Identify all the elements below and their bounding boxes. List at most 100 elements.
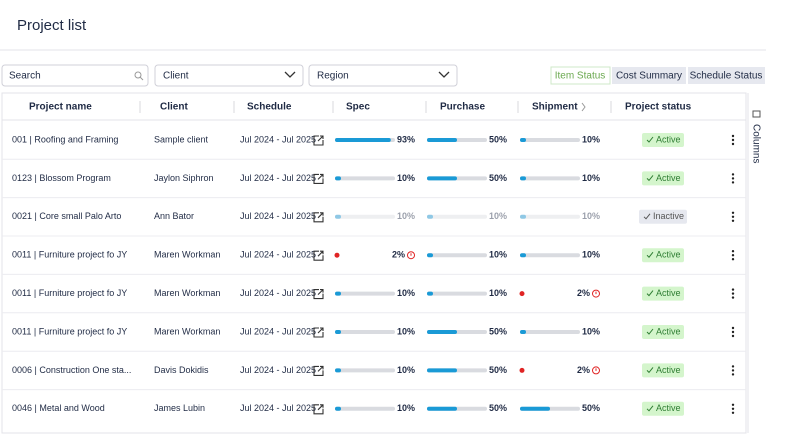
progress-bar <box>520 330 526 334</box>
tab-bg <box>612 67 686 84</box>
progress-bar <box>427 214 433 219</box>
progress-bar <box>335 291 341 296</box>
progress-label: 10% <box>397 326 415 336</box>
client-name: Jaylon Siphron <box>154 173 214 183</box>
column-header: Schedule <box>247 102 292 113</box>
row-menu-dot[interactable] <box>731 142 735 146</box>
progress-track <box>520 330 580 334</box>
progress-label: 50% <box>582 403 600 413</box>
row-menu-dot[interactable] <box>731 211 735 214</box>
project-name[interactable]: 0046 | Metal and Wood <box>12 403 105 413</box>
project-name[interactable]: 0021 | Core small Palo Arto <box>12 211 121 221</box>
row-menu-dot[interactable] <box>731 250 735 253</box>
progress-track <box>427 291 487 296</box>
status-label: Active <box>656 134 681 144</box>
progress-track <box>335 176 395 181</box>
external-link-icon[interactable] <box>313 327 324 338</box>
warning-icon <box>592 289 600 298</box>
row-menu-dot[interactable] <box>731 258 735 261</box>
client-name: Sample client <box>154 134 209 144</box>
external-link-icon[interactable] <box>313 212 324 223</box>
row-menu-dot[interactable] <box>731 177 735 180</box>
row-menu-dot[interactable] <box>731 296 735 299</box>
progress-bar <box>335 138 391 142</box>
tab[interactable]: Cost Summary <box>616 71 682 82</box>
progress-bar <box>335 330 341 334</box>
search-placeholder: Search <box>9 71 41 82</box>
progress-bar <box>335 176 341 181</box>
status-pill <box>639 209 687 224</box>
project-name[interactable]: 0011 | Furniture project fo JY <box>12 250 127 260</box>
row-menu-dot[interactable] <box>731 292 735 295</box>
row-menu-dot[interactable] <box>731 173 735 176</box>
row-menu-dot[interactable] <box>731 334 735 338</box>
external-link-icon[interactable] <box>313 250 324 261</box>
table-frame <box>1 92 747 434</box>
progress-track <box>520 138 580 142</box>
column-header: Project status <box>625 102 692 113</box>
row-menu-dot[interactable] <box>731 403 735 406</box>
progress-bar <box>427 253 433 258</box>
search-box[interactable]: Search <box>1 64 149 87</box>
row-menu-dot[interactable] <box>731 373 735 376</box>
region-label: Region <box>317 71 349 82</box>
region-dropdown[interactable]: Region <box>308 64 458 87</box>
progress-track <box>335 330 395 334</box>
progress-bar <box>520 406 550 411</box>
row-menu-dot[interactable] <box>731 138 735 142</box>
client-dropdown[interactable]: Client <box>154 64 304 87</box>
status-label: Active <box>656 288 681 298</box>
progress-bar <box>427 176 457 181</box>
side-panel-label[interactable]: Columns <box>750 124 761 163</box>
progress-label: 10% <box>397 211 415 221</box>
status-label: Inactive <box>653 211 684 221</box>
progress-bar <box>335 406 341 411</box>
status-pill <box>642 248 684 263</box>
status-check <box>646 405 654 412</box>
progress-label: 2% <box>577 288 590 298</box>
status-pill <box>642 363 684 378</box>
external-link-icon[interactable] <box>313 365 324 376</box>
client-name: Maren Workman <box>154 326 220 336</box>
row-menu-dot[interactable] <box>731 288 735 291</box>
client-name: Ann Bator <box>154 211 194 221</box>
row-menu-dot[interactable] <box>731 326 735 330</box>
project-name[interactable]: 0123 | Blossom Program <box>12 173 111 183</box>
row-menu-dot[interactable] <box>731 369 735 372</box>
progress-label: 2% <box>392 250 405 260</box>
status-label: Active <box>656 250 681 260</box>
progress-label: 10% <box>397 365 415 375</box>
progress-track <box>520 176 580 181</box>
row-menu-dot[interactable] <box>731 181 735 184</box>
project-name[interactable]: 0011 | Furniture project fo JY <box>12 288 127 298</box>
status-label: Active <box>656 365 681 375</box>
row-menu-dot[interactable] <box>731 407 735 410</box>
progress-label: 10% <box>489 288 507 298</box>
row-menu-dot[interactable] <box>731 254 735 257</box>
progress-track <box>520 214 580 219</box>
external-link-icon[interactable] <box>313 289 324 300</box>
status-pill <box>642 325 684 339</box>
row-menu-dot[interactable] <box>731 365 735 368</box>
external-link-icon[interactable] <box>313 173 324 184</box>
status-pill <box>642 286 684 301</box>
row-menu-dot[interactable] <box>731 134 735 138</box>
external-link-icon[interactable] <box>313 404 324 415</box>
project-name[interactable]: 001 | Roofing and Framing <box>12 134 118 144</box>
tab[interactable]: Schedule Status <box>690 71 763 82</box>
project-name[interactable]: 0006 | Construction One sta... <box>12 365 131 375</box>
schedule: Jul 2024 - Jul 2025 <box>240 250 316 260</box>
row-menu-dot[interactable] <box>731 215 735 218</box>
tab[interactable]: Item Status <box>555 71 606 82</box>
row-menu-dot[interactable] <box>731 330 735 334</box>
row-menu-dot[interactable] <box>731 219 735 222</box>
progress-label: 50% <box>489 326 507 336</box>
progress-bar <box>520 138 526 142</box>
schedule: Jul 2024 - Jul 2025 <box>240 173 316 183</box>
column-header: Spec <box>346 102 370 113</box>
project-name[interactable]: 0011 | Furniture project fo JY <box>12 326 127 336</box>
progress-track <box>335 214 395 219</box>
row-menu-dot[interactable] <box>731 411 735 414</box>
external-link-icon[interactable] <box>313 135 324 146</box>
progress-bar <box>335 214 341 219</box>
